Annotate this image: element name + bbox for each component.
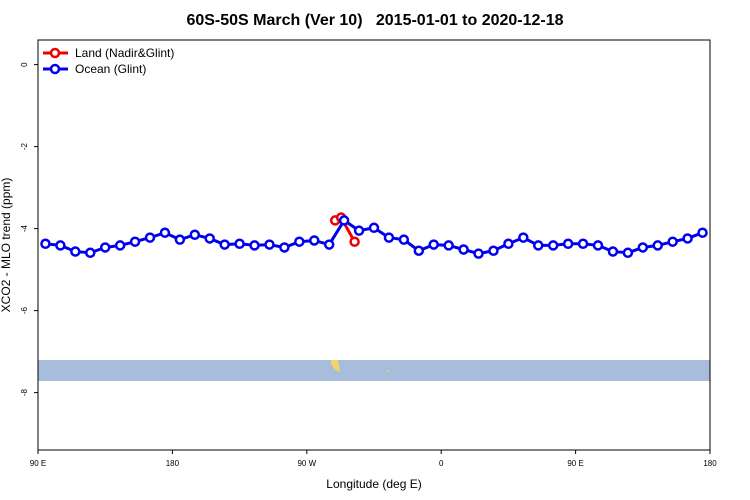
data-point xyxy=(40,238,51,250)
data-point xyxy=(503,238,514,250)
data-point xyxy=(309,235,320,246)
data-point xyxy=(428,239,439,250)
chart-title: 60S-50S March (Ver 10) 2015-01-01 to 202… xyxy=(186,12,563,29)
data-point xyxy=(159,227,171,238)
x-tick-label: 90 E xyxy=(567,459,583,468)
legend-marker xyxy=(49,63,61,75)
data-point xyxy=(189,229,201,240)
x-tick-label: 180 xyxy=(703,459,717,468)
x-tick-label: 180 xyxy=(166,459,180,468)
data-point xyxy=(264,239,275,250)
data-point xyxy=(204,233,215,244)
y-tick-label: 0 xyxy=(20,62,29,67)
data-point xyxy=(249,240,260,251)
x-tick-label: 0 xyxy=(439,459,444,468)
data-point xyxy=(547,240,559,251)
data-point xyxy=(697,227,708,238)
data-point xyxy=(458,244,469,255)
data-point xyxy=(533,240,544,251)
data-point xyxy=(682,233,693,244)
data-point xyxy=(55,240,66,251)
data-point xyxy=(129,236,141,247)
legend-marker xyxy=(49,47,61,59)
data-point xyxy=(99,242,111,253)
map-strip xyxy=(38,360,710,381)
data-point xyxy=(353,225,365,236)
x-tick-label: 90 E xyxy=(30,459,46,468)
y-tick-label: -4 xyxy=(20,224,29,232)
data-point xyxy=(70,246,81,257)
data-point xyxy=(144,232,156,243)
data-point xyxy=(114,240,126,251)
data-point xyxy=(219,239,230,250)
land-patch xyxy=(331,360,340,372)
data-point xyxy=(473,248,484,259)
y-tick-label: -2 xyxy=(20,142,29,150)
data-point xyxy=(488,245,499,256)
data-point xyxy=(398,234,410,245)
data-point xyxy=(637,242,649,253)
data-point xyxy=(518,232,529,243)
data-point xyxy=(413,245,425,256)
data-point xyxy=(383,232,395,243)
data-point xyxy=(234,238,245,250)
data-point xyxy=(349,236,360,247)
legend-label: Ocean (Glint) xyxy=(75,62,146,76)
data-point xyxy=(652,240,663,251)
data-point xyxy=(622,247,634,259)
data-point xyxy=(607,246,619,257)
data-point xyxy=(323,239,335,250)
data-point xyxy=(577,238,589,250)
y-tick-label: -8 xyxy=(20,388,29,396)
data-point xyxy=(338,215,350,226)
x-tick-label: 90 W xyxy=(297,459,316,468)
data-point xyxy=(368,222,380,234)
data-point xyxy=(85,247,96,259)
plot-frame xyxy=(37,39,711,451)
y-axis-label: XCO2 - MLO trend (ppm) xyxy=(0,178,13,313)
y-tick-label: -6 xyxy=(20,306,29,314)
data-point xyxy=(667,236,678,247)
data-point xyxy=(174,234,186,245)
x-axis-label: Longitude (deg E) xyxy=(326,477,421,491)
data-point xyxy=(592,240,604,251)
data-point xyxy=(279,242,290,253)
land-patch xyxy=(387,370,389,372)
legend-label: Land (Nadir&Glint) xyxy=(75,46,174,60)
data-point xyxy=(443,240,454,251)
data-point xyxy=(294,236,305,247)
data-point xyxy=(562,238,574,250)
